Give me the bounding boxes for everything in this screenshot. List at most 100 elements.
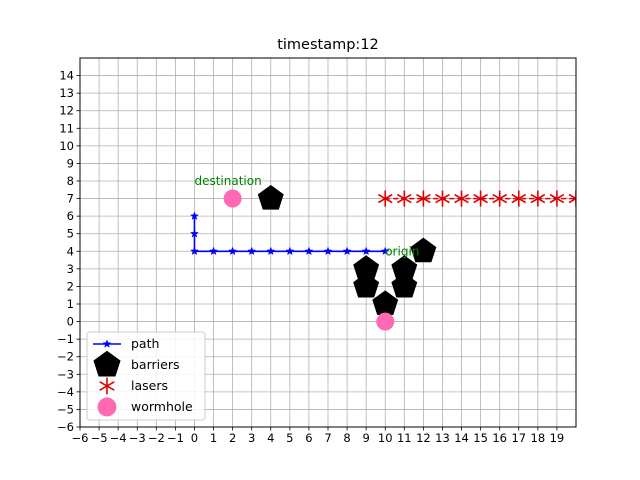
series-barriers (257, 184, 437, 316)
y-tick-label: 4 (67, 244, 74, 258)
x-tick-label: 0 (191, 431, 198, 445)
legend-label-wormhole: wormhole (131, 399, 193, 414)
laser-stroke (568, 197, 576, 204)
x-tick-label: 9 (362, 431, 369, 445)
path-point (209, 246, 219, 256)
legend-label-path: path (131, 336, 159, 351)
x-tick-label: 19 (550, 431, 565, 445)
series-lasers (377, 190, 576, 207)
barriers-point (410, 237, 437, 263)
x-tick-label: −6 (72, 431, 89, 445)
axis-ticks: −6 −5 −4 −3 −2 −1 0 1 2 3 4 5 6 7 8 9 10 11 12 13 14 15 16 17 18… (57, 69, 564, 445)
laser-stroke (435, 193, 450, 204)
laser-stroke (454, 193, 469, 204)
barriers-point (391, 272, 418, 298)
x-tick-label: 2 (229, 431, 236, 445)
laser-stroke (549, 193, 565, 204)
y-tick-label: 13 (59, 86, 74, 100)
legend-marker-wormhole (97, 397, 117, 417)
x-tick-label: −1 (167, 431, 184, 445)
legend: path barriers lasers wormhole (86, 331, 206, 421)
y-tick-label: −4 (57, 385, 74, 399)
laser-stroke (99, 381, 115, 391)
series-wormhole (223, 189, 395, 331)
path-point (285, 246, 295, 256)
annotation-origin: origin (385, 244, 419, 258)
path-point (189, 246, 199, 256)
y-tick-label: −2 (57, 350, 74, 364)
x-tick-label: 16 (492, 431, 507, 445)
y-tick-label: 3 (67, 262, 74, 276)
x-tick-label: 10 (378, 431, 393, 445)
y-tick-label: 0 (67, 315, 74, 329)
annotations: destination origin (194, 174, 419, 258)
wormhole-point (223, 189, 242, 208)
x-tick-label: −4 (110, 431, 127, 445)
legend-label-barriers: barriers (131, 357, 179, 372)
path-point (361, 246, 371, 256)
x-tick-label: 3 (248, 431, 255, 445)
x-tick-label: 1 (210, 431, 217, 445)
legend-label-lasers: lasers (131, 378, 168, 393)
lasers-point (435, 190, 450, 207)
x-tick-label: 4 (267, 431, 274, 445)
x-tick-label: 14 (454, 431, 469, 445)
x-tick-label: −2 (148, 431, 165, 445)
plot-marks (189, 184, 576, 331)
x-tick-label: −5 (91, 431, 108, 445)
path-point (380, 246, 390, 256)
lasers-point (473, 190, 488, 207)
path-point (228, 246, 238, 256)
wormhole-point (376, 312, 395, 331)
y-tick-label: −1 (57, 332, 74, 346)
y-tick-label: −6 (57, 420, 74, 434)
path-point (189, 229, 199, 238)
path-point (342, 246, 352, 256)
grid (79, 58, 576, 428)
laser-stroke (416, 193, 431, 204)
lasers-point (377, 190, 393, 207)
path-point (266, 246, 276, 256)
legend-marker-path (102, 339, 112, 348)
y-tick-label: 7 (67, 192, 74, 206)
x-tick-label: 11 (397, 431, 412, 445)
x-tick-label: 13 (435, 431, 450, 445)
laser-stroke (473, 193, 488, 204)
laser-stroke (377, 193, 393, 204)
chart-title: timestamp:12 (277, 37, 379, 53)
lasers-point (530, 190, 546, 207)
legend-marker-barriers (93, 350, 121, 377)
y-tick-label: 10 (59, 139, 74, 153)
laser-stroke (492, 193, 508, 204)
lasers-point (454, 190, 469, 207)
lasers-point (511, 190, 527, 207)
path-point (304, 246, 314, 256)
x-tick-label: 5 (286, 431, 293, 445)
laser-stroke (396, 193, 412, 204)
y-tick-label: −3 (57, 367, 74, 381)
path-point (247, 246, 257, 256)
series-path (189, 211, 390, 256)
x-tick-label: 12 (416, 431, 431, 445)
y-tick-label: 1 (67, 297, 74, 311)
y-tick-label: 14 (59, 69, 74, 83)
x-tick-label: 6 (305, 431, 312, 445)
lasers-point (396, 190, 412, 207)
y-tick-label: 6 (67, 209, 74, 223)
y-tick-label: 9 (67, 156, 74, 170)
lasers-point (416, 190, 431, 207)
legend-box (86, 331, 206, 421)
x-tick-label: 7 (324, 431, 331, 445)
barriers-point (353, 272, 380, 298)
x-tick-label: 17 (511, 431, 526, 445)
barriers-point (372, 290, 399, 316)
x-tick-label: 8 (343, 431, 350, 445)
lasers-point (492, 190, 508, 207)
barriers-point (257, 184, 284, 210)
x-tick-label: −3 (129, 431, 146, 445)
path-point (189, 211, 199, 220)
laser-stroke (568, 193, 576, 200)
y-tick-label: 12 (59, 104, 74, 118)
legend-marker-lasers (99, 377, 115, 395)
